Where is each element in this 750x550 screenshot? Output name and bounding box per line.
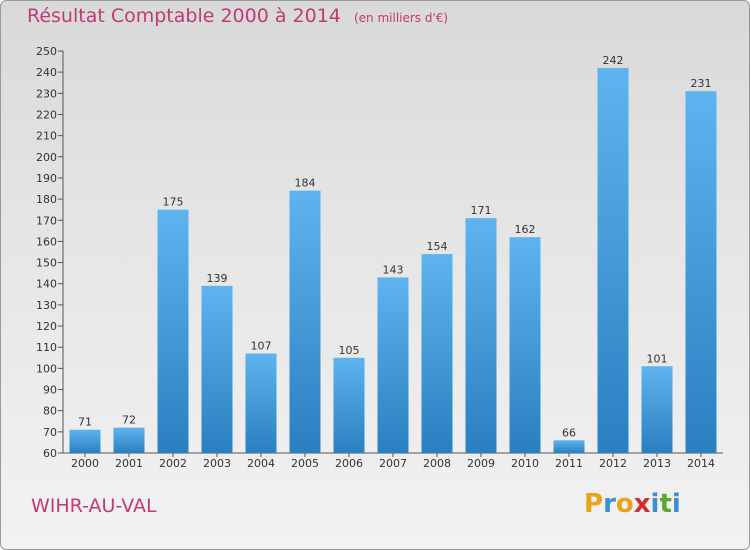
title-text: Résultat Comptable 2000 à 2014 [27,5,341,27]
bar [201,285,233,453]
x-tick-label: 2006 [335,457,363,470]
y-tick-label: 130 [36,299,57,312]
value-label: 101 [647,352,668,365]
x-tick-label: 2001 [115,457,143,470]
logo-letter: x [633,489,651,519]
y-tick-label: 80 [43,405,57,418]
logo-letter: i [650,489,660,519]
logo-letter: i [671,489,681,519]
y-tick-label: 210 [36,130,57,143]
x-tick-label: 2013 [643,457,671,470]
y-tick-label: 200 [36,151,57,164]
y-axis: 60 70 80 90 100 110 120 130 140 150 160 170 180 190 20… [36,45,64,460]
x-tick-label: 2004 [247,457,275,470]
value-label: 171 [471,204,492,217]
y-tick-label: 120 [36,320,57,333]
y-tick-label: 170 [36,214,57,227]
y-tick-label: 190 [36,172,57,185]
x-tick-label: 2003 [203,457,231,470]
value-label: 242 [603,54,624,67]
y-tick-label: 220 [36,108,57,121]
x-tick-label: 2014 [687,457,715,470]
y-tick-label: 230 [36,87,57,100]
x-tick-label: 2010 [511,457,539,470]
bar [421,254,453,453]
proxiti-logo: Proxiti [584,489,681,519]
logo-letter: P [584,489,604,519]
logo-letter: t [659,489,672,519]
bar [333,357,365,453]
y-tick-label: 90 [43,384,57,397]
y-tick-label: 140 [36,278,57,291]
value-label: 71 [78,416,92,429]
value-label: 72 [122,414,136,427]
bar [157,209,189,453]
bar [69,429,101,453]
value-label: 162 [515,223,536,236]
value-label: 107 [251,340,272,353]
value-label: 139 [207,272,228,285]
x-tick-label: 2007 [379,457,407,470]
x-tick-label: 2011 [555,457,583,470]
value-label: 184 [295,177,316,190]
value-label: 105 [339,344,360,357]
bar [113,427,145,453]
bar [685,91,717,453]
y-tick-label: 160 [36,235,57,248]
x-tick-label: 2012 [599,457,627,470]
bar [553,440,585,453]
x-tick-label: 2008 [423,457,451,470]
unit-text: (en milliers d'€) [353,11,449,25]
chart-title: Résultat Comptable 2000 à 2014 (en milli… [27,5,448,27]
value-label: 231 [691,77,712,90]
logo-letter: o [615,489,634,519]
y-tick-label: 180 [36,193,57,206]
x-tick-label: 2000 [71,457,99,470]
x-tick-label: 2002 [159,457,187,470]
x-axis: 2000 2001 2002 2003 2004 2005 2006 2007 2008 2009… [63,452,723,470]
bar [509,237,541,453]
bar [597,67,629,453]
x-tick-label: 2005 [291,457,319,470]
bars [69,67,717,454]
value-label: 143 [383,263,404,276]
y-tick-label: 110 [36,341,57,354]
value-labels: 71 72 175 139 107 184 105 143 154 171 162 66 242 101 2… [78,54,712,439]
y-tick-label: 60 [43,447,57,460]
y-tick-label: 240 [36,66,57,79]
bar [245,353,277,453]
y-tick-label: 250 [36,45,57,58]
x-tick-label: 2009 [467,457,495,470]
y-tick-label: 70 [43,426,57,439]
value-label: 175 [163,196,184,209]
commune-name: WIHR-AU-VAL [31,495,157,517]
logo-letter: r [603,489,616,519]
bar [289,190,321,454]
value-label: 66 [562,426,576,439]
bar [377,277,409,453]
value-label: 154 [427,240,448,253]
y-tick-label: 150 [36,257,57,270]
bar [641,366,673,453]
y-tick-label: 100 [36,362,57,375]
bar [465,218,497,453]
